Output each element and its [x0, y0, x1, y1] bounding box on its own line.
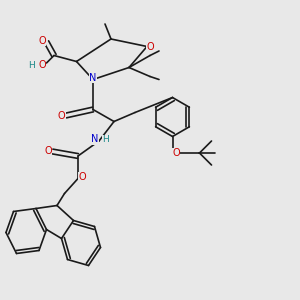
Text: N: N — [91, 134, 98, 145]
Text: O: O — [172, 148, 180, 158]
Text: O: O — [38, 60, 46, 70]
Text: H: H — [28, 61, 34, 70]
Text: N: N — [89, 73, 97, 83]
Text: O: O — [79, 172, 86, 182]
Text: O: O — [38, 35, 46, 46]
Text: H: H — [102, 135, 109, 144]
Text: O: O — [44, 146, 52, 156]
Text: O: O — [58, 111, 65, 122]
Text: O: O — [147, 41, 154, 52]
